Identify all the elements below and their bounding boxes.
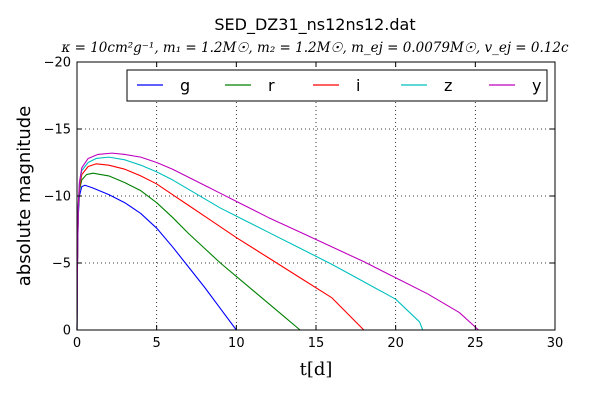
x-tick-label: 5 <box>153 336 161 351</box>
y-tick-label: 0 <box>63 324 71 339</box>
x-tick-labels: 0 5 10 15 20 25 30 <box>73 336 563 351</box>
legend-label-g: g <box>180 76 190 95</box>
legend-label-i: i <box>356 76 360 95</box>
grid <box>77 62 555 330</box>
x-tick-label: 20 <box>387 336 404 351</box>
x-axis-label: t[d] <box>300 359 333 380</box>
y-tick-label: −20 <box>44 56 71 71</box>
legend-label-z: z <box>444 76 452 95</box>
y-tick-label: −5 <box>52 257 71 272</box>
x-tick-label: 10 <box>228 336 245 351</box>
x-tick-label: 15 <box>308 336 325 351</box>
x-tick-label: 0 <box>73 336 81 351</box>
chart-title: SED_DZ31_ns12ns12.dat <box>214 15 415 35</box>
ticks <box>76 61 556 331</box>
y-tick-label: −10 <box>44 190 71 205</box>
y-tick-labels: −20 −15 −10 −5 0 <box>44 56 71 339</box>
legend-label-y: y <box>532 76 541 95</box>
y-axis-label: absolute magnitude <box>14 106 35 286</box>
x-tick-label: 25 <box>467 336 484 351</box>
y-tick-label: −15 <box>44 123 71 138</box>
legend-label-r: r <box>268 76 275 95</box>
chart-subtitle: κ = 10cm²g⁻¹, m₁ = 1.2M☉, m₂ = 1.2M☉, m_… <box>60 40 569 56</box>
series-line-y <box>76 152 479 331</box>
x-tick-label: 30 <box>547 336 564 351</box>
series-lines <box>76 152 479 331</box>
